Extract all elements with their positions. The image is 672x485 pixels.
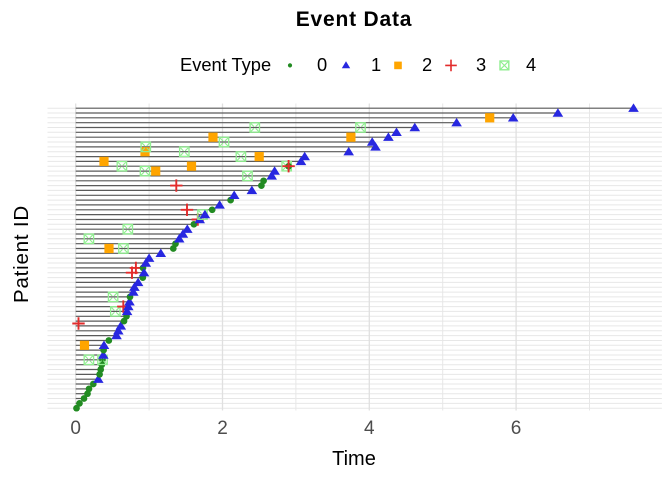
svg-text:2: 2 [217, 418, 228, 439]
svg-text:3: 3 [476, 54, 486, 75]
svg-text:Time: Time [332, 448, 376, 470]
svg-text:2: 2 [422, 54, 432, 75]
svg-text:1: 1 [371, 54, 381, 75]
svg-text:4: 4 [526, 54, 536, 75]
svg-text:0: 0 [70, 418, 81, 439]
svg-text:Event Data: Event Data [296, 8, 413, 31]
svg-text:6: 6 [511, 418, 522, 439]
svg-text:0: 0 [317, 54, 327, 75]
svg-text:Event Type: Event Type [180, 54, 271, 75]
svg-text:Patient ID: Patient ID [10, 205, 33, 303]
svg-text:4: 4 [364, 418, 375, 439]
